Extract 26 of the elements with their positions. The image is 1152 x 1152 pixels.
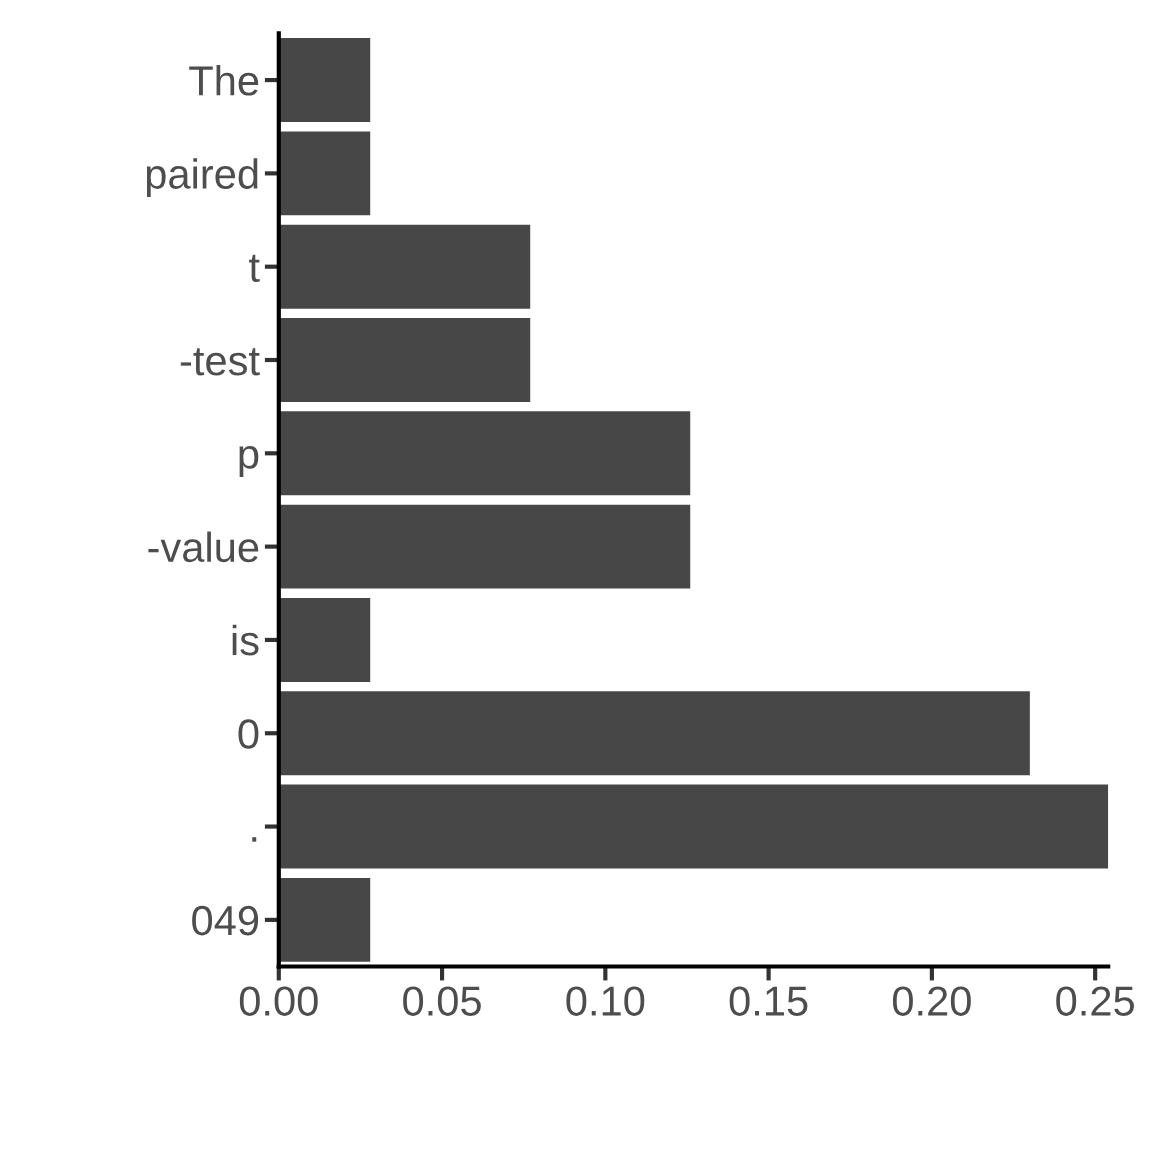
bar <box>278 224 531 309</box>
x-tick-label: 0.20 <box>892 986 971 1016</box>
y-tick-label: paired <box>146 158 258 198</box>
y-tick-label: -value <box>148 531 259 563</box>
y-tick-label: The <box>189 64 259 96</box>
y-tick-label: is <box>232 624 259 656</box>
x-tick-label: 0.00 <box>239 986 318 1016</box>
bar <box>278 411 691 496</box>
bar <box>278 131 371 216</box>
y-tick-label: p <box>239 446 259 478</box>
x-tick-label: 0.05 <box>403 986 481 1016</box>
bar <box>278 784 1109 869</box>
y-tick-label: 0 <box>238 719 259 749</box>
x-tick-label: 0.25 <box>1056 986 1134 1016</box>
y-tick-label: t <box>249 254 260 283</box>
bar <box>278 504 691 589</box>
bar <box>278 877 371 962</box>
bar <box>278 597 371 682</box>
x-tick-label: 0.10 <box>566 986 645 1016</box>
y-tick-label: 049 <box>192 905 259 936</box>
bar <box>278 318 531 402</box>
bar <box>278 38 371 123</box>
y-tick-label: . <box>252 837 257 842</box>
y-tick-label: -test <box>180 348 260 376</box>
x-tick-label: 0.15 <box>729 986 808 1016</box>
bar <box>278 691 1030 776</box>
